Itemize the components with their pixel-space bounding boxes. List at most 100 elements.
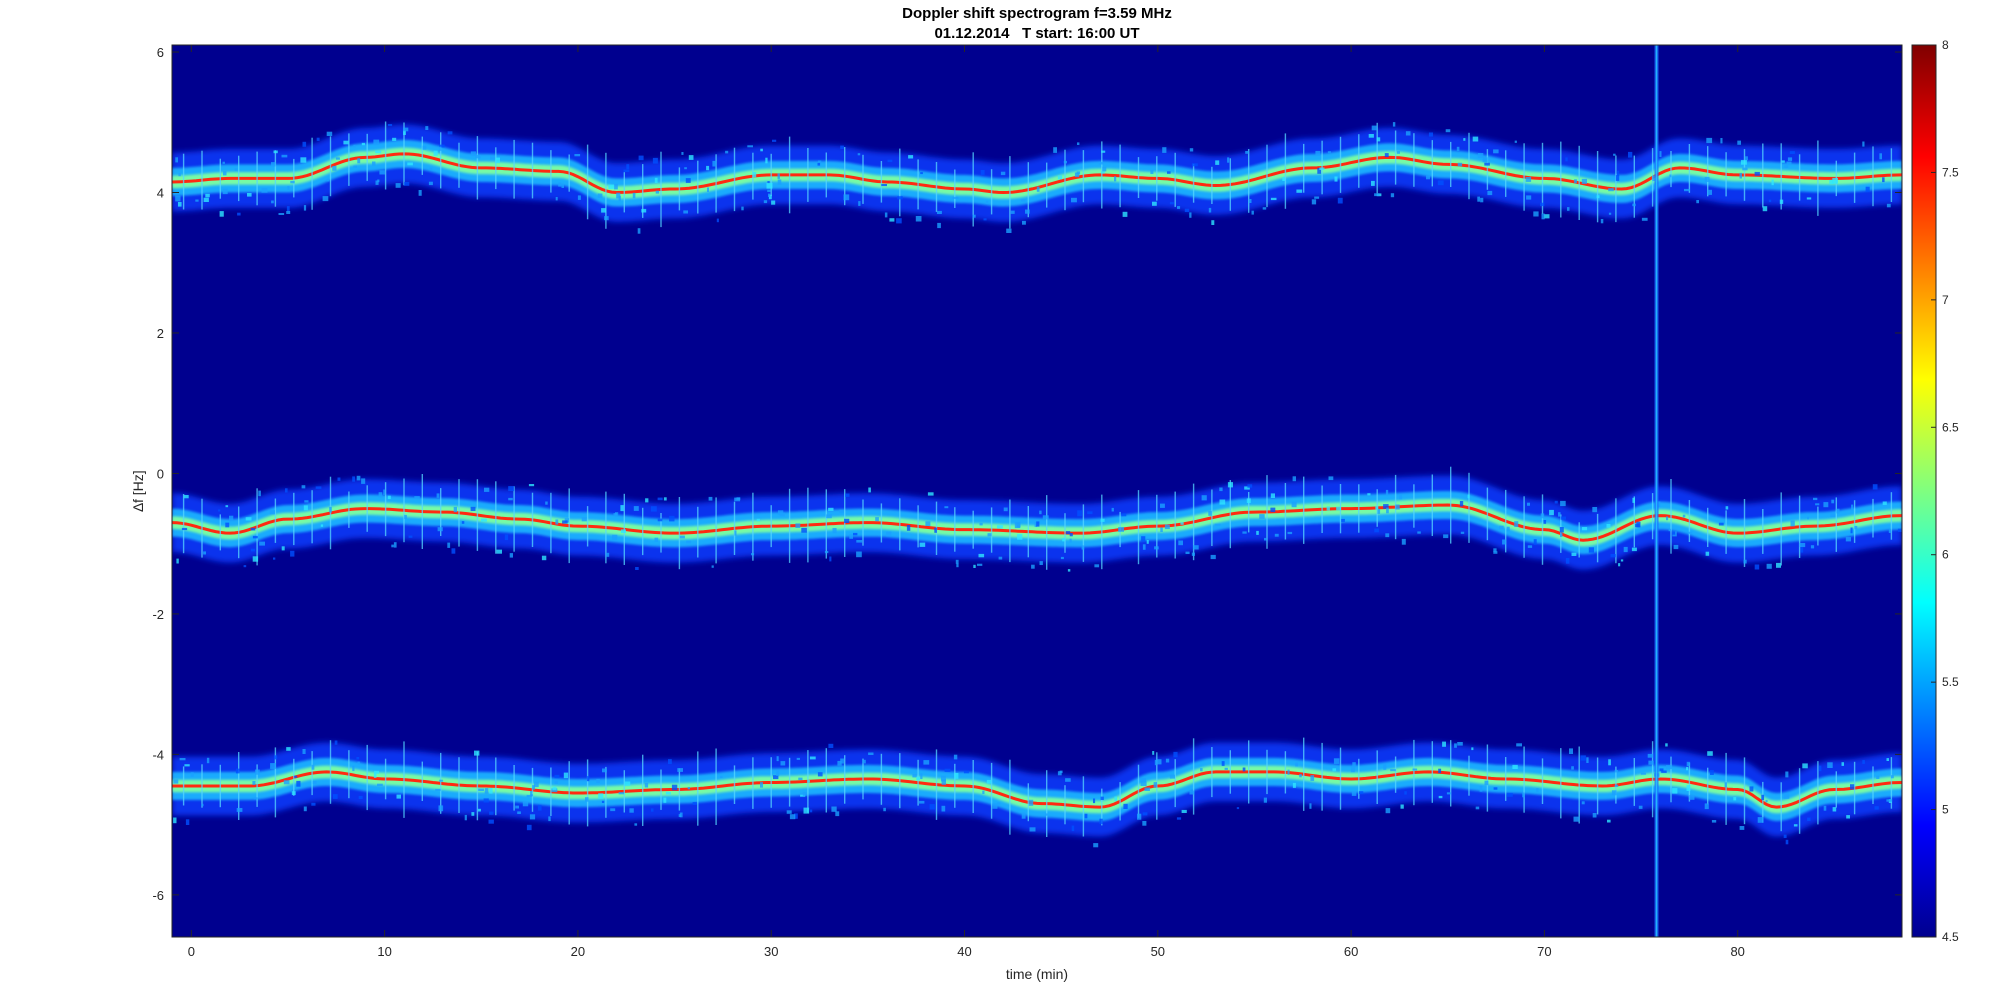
- band-speckle: [490, 156, 496, 160]
- band-speckle: [290, 550, 295, 557]
- band-speckle: [829, 556, 832, 562]
- band-speckle: [225, 505, 229, 508]
- band-speckle: [508, 486, 515, 492]
- band-speckle: [615, 512, 619, 516]
- band-speckle: [302, 749, 306, 754]
- band-speckle: [1720, 138, 1723, 144]
- band-speckle: [1506, 792, 1513, 797]
- band-speckle: [1689, 795, 1695, 800]
- band-speckle: [447, 131, 453, 135]
- band-speckle: [375, 180, 379, 185]
- band-speckle: [235, 768, 240, 774]
- band-speckle: [435, 788, 441, 792]
- band-speckle: [1259, 514, 1265, 519]
- band-speckle: [286, 747, 291, 751]
- band-speckle: [1559, 527, 1564, 533]
- band-speckle: [687, 787, 690, 790]
- band-speckle: [392, 137, 397, 141]
- band-speckle: [1600, 219, 1604, 224]
- band-speckle: [641, 208, 647, 213]
- band-speckle: [756, 518, 760, 522]
- band-speckle: [222, 161, 225, 164]
- band-speckle: [558, 182, 562, 187]
- band-speckle: [1882, 177, 1885, 183]
- band-speckle: [1615, 175, 1620, 181]
- band-speckle: [973, 564, 976, 568]
- band-speckle: [747, 145, 753, 148]
- band-speckle: [650, 506, 657, 512]
- band-speckle: [1185, 551, 1190, 554]
- band-speckle: [1641, 217, 1648, 221]
- band-speckle: [1862, 141, 1865, 147]
- band-speckle: [1392, 122, 1396, 127]
- band-speckle: [243, 565, 247, 568]
- band-speckle: [669, 515, 675, 522]
- band-speckle: [1596, 195, 1600, 199]
- band-speckle: [884, 212, 888, 218]
- band-speckle: [1314, 196, 1320, 199]
- band-speckle: [809, 809, 813, 813]
- band-speckle: [1592, 813, 1597, 818]
- band-speckle: [1311, 199, 1317, 205]
- band-speckle: [767, 189, 771, 192]
- band-speckle: [1164, 524, 1170, 530]
- band-speckle: [393, 542, 397, 548]
- band-speckle: [470, 506, 476, 511]
- band-speckle: [824, 551, 829, 554]
- band-speckle: [203, 197, 209, 202]
- band-speckle: [303, 205, 307, 211]
- band-speckle: [844, 518, 850, 523]
- band-speckle: [1482, 157, 1488, 163]
- band-speckle: [1514, 140, 1517, 143]
- band-speckle: [1823, 502, 1829, 508]
- y-tick-label: -6: [152, 888, 164, 903]
- band-speckle: [1352, 762, 1356, 767]
- band-speckle: [1270, 493, 1275, 498]
- band-speckle: [1390, 769, 1396, 772]
- band-speckle: [1328, 476, 1334, 481]
- band-speckle: [1854, 525, 1858, 530]
- band-speckle: [1565, 558, 1570, 564]
- band-speckle: [978, 553, 985, 558]
- band-speckle: [1802, 763, 1808, 769]
- band-speckle: [378, 492, 383, 498]
- x-tick-label: 50: [1151, 944, 1165, 959]
- band-speckle: [736, 497, 741, 500]
- band-speckle: [287, 186, 290, 190]
- band-speckle: [245, 517, 252, 521]
- band-speckle: [918, 800, 925, 804]
- band-speckle: [1094, 564, 1100, 568]
- band-speckle: [312, 780, 317, 784]
- band-speckle: [470, 151, 476, 157]
- band-speckle: [1098, 161, 1104, 165]
- band-speckle: [1376, 137, 1381, 142]
- band-speckle: [1832, 807, 1837, 812]
- band-speckle: [644, 782, 649, 788]
- band-speckle: [1154, 759, 1157, 766]
- band-speckle: [1628, 151, 1633, 158]
- band-speckle: [1586, 757, 1589, 763]
- band-speckle: [237, 212, 241, 216]
- band-speckle: [862, 759, 866, 764]
- band-speckle: [1405, 131, 1411, 136]
- band-speckle: [322, 196, 329, 202]
- band-speckle: [1484, 780, 1489, 786]
- band-speckle: [716, 218, 719, 223]
- band-speckle: [671, 784, 678, 791]
- band-speckle: [1787, 157, 1793, 161]
- band-speckle: [1193, 545, 1199, 550]
- band-speckle: [1102, 166, 1107, 172]
- band-speckle: [1100, 518, 1105, 522]
- band-speckle: [1292, 476, 1296, 482]
- band-speckle: [1549, 509, 1554, 516]
- band-speckle: [509, 553, 513, 558]
- band-speckle: [1169, 774, 1175, 779]
- band-speckle: [1022, 220, 1026, 225]
- band-speckle: [840, 758, 845, 764]
- band-speckle: [195, 199, 199, 202]
- band-speckle: [229, 515, 234, 522]
- band-speckle: [1215, 160, 1220, 165]
- band-speckle: [329, 506, 332, 513]
- band-speckle: [1287, 531, 1293, 535]
- band-speckle: [1142, 821, 1147, 826]
